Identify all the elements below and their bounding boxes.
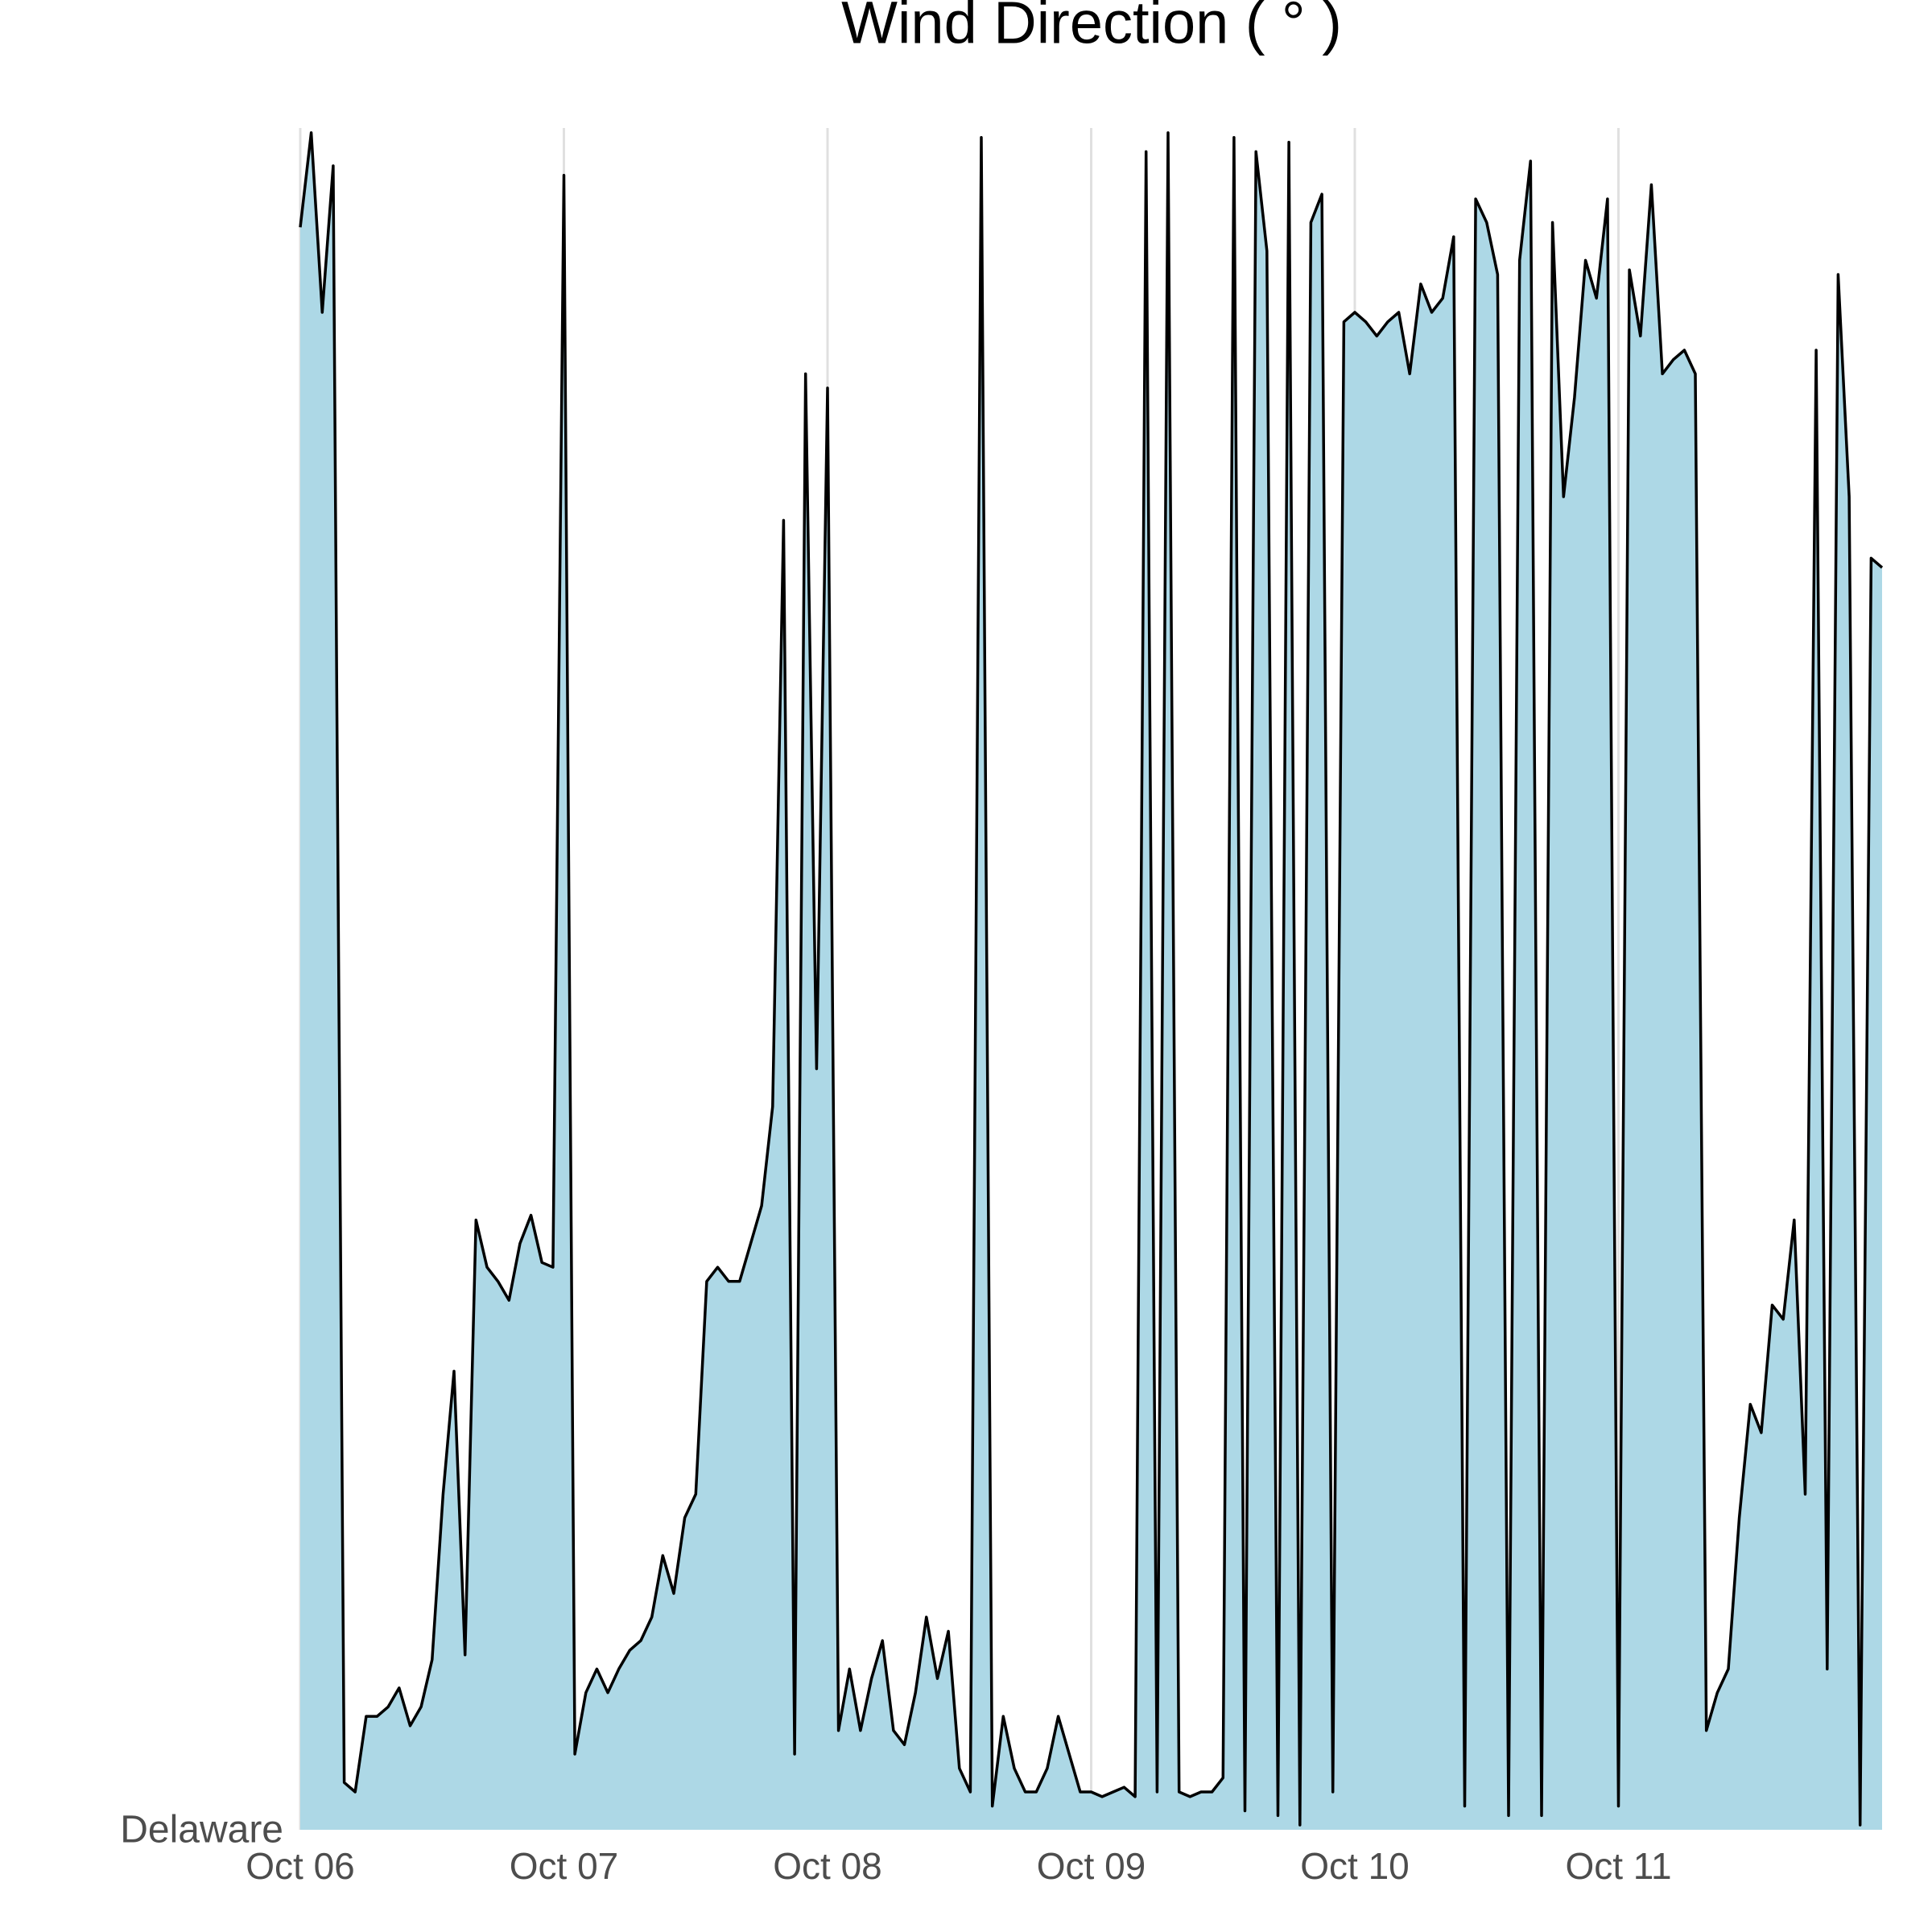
area <box>300 132 1882 1831</box>
x-tick-label: Oct 07 <box>510 1845 619 1887</box>
y-category-label: Delaware <box>120 1809 283 1852</box>
x-tick-label: Oct 10 <box>1300 1845 1410 1887</box>
x-tick-label: Oct 11 <box>1565 1845 1671 1887</box>
line <box>299 131 1884 1827</box>
x-tick-label: Oct 06 <box>246 1845 355 1887</box>
x-tick-label: Oct 08 <box>773 1845 882 1887</box>
x-tick-label: Oct 09 <box>1037 1845 1146 1887</box>
chart-title: Wind Direction ( ° ) <box>841 0 1342 56</box>
